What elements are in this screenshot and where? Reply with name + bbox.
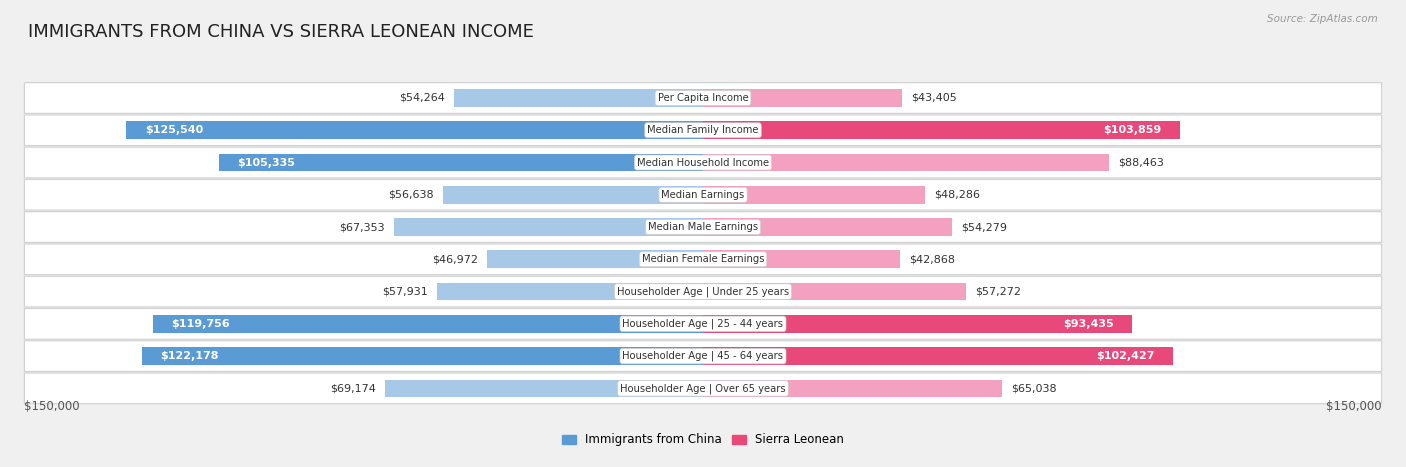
FancyBboxPatch shape: [24, 276, 1382, 307]
FancyBboxPatch shape: [24, 373, 1382, 403]
FancyBboxPatch shape: [24, 179, 1382, 210]
Text: $150,000: $150,000: [1326, 400, 1382, 413]
Text: $88,463: $88,463: [1119, 157, 1164, 168]
Text: $57,931: $57,931: [382, 287, 427, 297]
Text: Source: ZipAtlas.com: Source: ZipAtlas.com: [1267, 14, 1378, 24]
Bar: [219, 154, 703, 171]
FancyBboxPatch shape: [24, 115, 1382, 146]
Text: $122,178: $122,178: [160, 351, 219, 361]
Text: Householder Age | 45 - 64 years: Householder Age | 45 - 64 years: [623, 351, 783, 361]
Text: $65,038: $65,038: [1011, 383, 1056, 393]
Text: $150,000: $150,000: [24, 400, 80, 413]
Bar: [385, 380, 703, 397]
Text: $103,859: $103,859: [1104, 125, 1161, 135]
FancyBboxPatch shape: [24, 147, 1382, 178]
Text: $119,756: $119,756: [172, 319, 231, 329]
Bar: [703, 347, 1174, 365]
Text: Householder Age | 25 - 44 years: Householder Age | 25 - 44 years: [623, 318, 783, 329]
Bar: [443, 186, 703, 204]
Text: Median Male Earnings: Median Male Earnings: [648, 222, 758, 232]
Text: $43,405: $43,405: [911, 93, 957, 103]
FancyBboxPatch shape: [24, 212, 1382, 242]
Bar: [488, 250, 703, 268]
Text: $105,335: $105,335: [238, 157, 295, 168]
Bar: [703, 315, 1132, 333]
Text: Median Female Earnings: Median Female Earnings: [641, 255, 765, 264]
Text: Median Family Income: Median Family Income: [647, 125, 759, 135]
Text: Median Household Income: Median Household Income: [637, 157, 769, 168]
FancyBboxPatch shape: [24, 244, 1382, 275]
Bar: [703, 121, 1180, 139]
Bar: [703, 218, 952, 236]
Text: $54,264: $54,264: [399, 93, 444, 103]
Text: $102,427: $102,427: [1097, 351, 1156, 361]
Bar: [703, 186, 925, 204]
Bar: [454, 89, 703, 107]
FancyBboxPatch shape: [24, 309, 1382, 339]
Bar: [703, 380, 1001, 397]
Text: $93,435: $93,435: [1063, 319, 1114, 329]
Text: $67,353: $67,353: [339, 222, 384, 232]
Text: $57,272: $57,272: [976, 287, 1021, 297]
Text: Per Capita Income: Per Capita Income: [658, 93, 748, 103]
Text: $46,972: $46,972: [432, 255, 478, 264]
Bar: [394, 218, 703, 236]
Text: Householder Age | Under 25 years: Householder Age | Under 25 years: [617, 286, 789, 297]
FancyBboxPatch shape: [24, 341, 1382, 371]
Bar: [703, 250, 900, 268]
Text: $125,540: $125,540: [145, 125, 202, 135]
Bar: [703, 89, 903, 107]
Text: $54,279: $54,279: [962, 222, 1008, 232]
FancyBboxPatch shape: [24, 83, 1382, 113]
Text: $42,868: $42,868: [910, 255, 955, 264]
Text: $56,638: $56,638: [388, 190, 433, 200]
Legend: Immigrants from China, Sierra Leonean: Immigrants from China, Sierra Leonean: [557, 429, 849, 451]
Text: $69,174: $69,174: [330, 383, 375, 393]
Bar: [127, 121, 703, 139]
Bar: [153, 315, 703, 333]
Text: $48,286: $48,286: [934, 190, 980, 200]
Bar: [437, 283, 703, 300]
Bar: [703, 283, 966, 300]
Text: IMMIGRANTS FROM CHINA VS SIERRA LEONEAN INCOME: IMMIGRANTS FROM CHINA VS SIERRA LEONEAN …: [28, 23, 534, 42]
Text: Householder Age | Over 65 years: Householder Age | Over 65 years: [620, 383, 786, 394]
Bar: [703, 154, 1109, 171]
Bar: [142, 347, 703, 365]
Text: Median Earnings: Median Earnings: [661, 190, 745, 200]
